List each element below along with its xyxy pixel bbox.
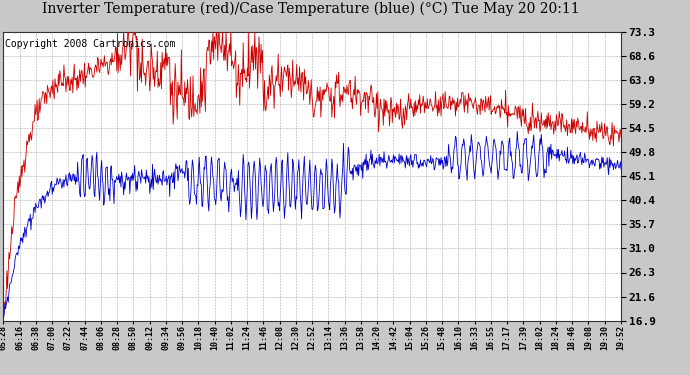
- Text: Copyright 2008 Cartronics.com: Copyright 2008 Cartronics.com: [5, 39, 175, 49]
- Text: Inverter Temperature (red)/Case Temperature (blue) (°C) Tue May 20 20:11: Inverter Temperature (red)/Case Temperat…: [41, 2, 580, 16]
